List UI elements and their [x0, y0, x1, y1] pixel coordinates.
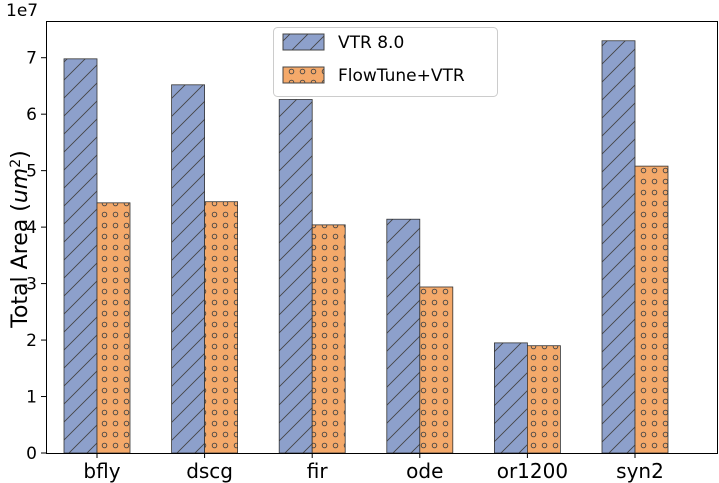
y-tick-label: 6 — [26, 105, 37, 125]
x-tick-label-bfly: bfly — [83, 459, 120, 483]
y-tick-label: 3 — [26, 275, 37, 295]
x-tick-label-dscg: dscg — [186, 459, 233, 483]
bar-hatch-fir-flowtune — [311, 224, 346, 454]
legend-swatch-vtr-hatch — [282, 33, 325, 51]
x-axis: bfly dscg fir ode or1200 syn2 — [83, 453, 664, 483]
legend-label-flowtune: FlowTune+VTR — [338, 66, 465, 86]
bar-hatch-syn2-vtr — [601, 40, 636, 454]
bar-hatch-bfly-vtr — [63, 58, 98, 454]
y-tick-label: 4 — [26, 218, 37, 238]
y-tick-label: 7 — [26, 49, 37, 69]
bar-hatch-dscg-flowtune — [204, 201, 239, 454]
bar-hatch-or1200-flowtune — [527, 345, 561, 454]
bar-hatch-fir-vtr — [278, 99, 313, 454]
x-tick-label-ode: ode — [406, 459, 443, 483]
plot-bars — [63, 40, 669, 454]
y-tick-label: 2 — [26, 331, 37, 351]
bar-hatch-ode-flowtune — [419, 286, 454, 454]
bar-hatch-dscg-vtr — [171, 84, 206, 454]
y-tick-label: 1 — [26, 388, 37, 408]
x-tick-label-or1200: or1200 — [497, 459, 568, 483]
legend-swatch-flowtune-hatch — [282, 66, 325, 84]
bar-hatch-or1200-vtr — [493, 342, 528, 454]
y-tick-label: 5 — [26, 162, 37, 182]
y-scale-label: 1e7 — [6, 1, 38, 21]
plot-frame — [46, 21, 718, 454]
y-tick-label: 0 — [26, 444, 37, 464]
legend-frame — [273, 27, 498, 97]
x-tick-label-fir: fir — [307, 459, 329, 483]
bar-hatch-ode-vtr — [386, 218, 421, 454]
bar-hatch-bfly-flowtune — [96, 202, 131, 454]
legend-label-vtr: VTR 8.0 — [338, 33, 404, 53]
x-tick-label-syn2: syn2 — [616, 459, 664, 483]
y-axis: 0 1 2 3 4 5 6 7 — [26, 49, 46, 464]
legend: VTR 8.0 FlowTune+VTR — [273, 27, 498, 97]
bar-hatch-syn2-flowtune — [634, 165, 669, 454]
y-axis-title: Total Area (um2) — [8, 150, 33, 328]
